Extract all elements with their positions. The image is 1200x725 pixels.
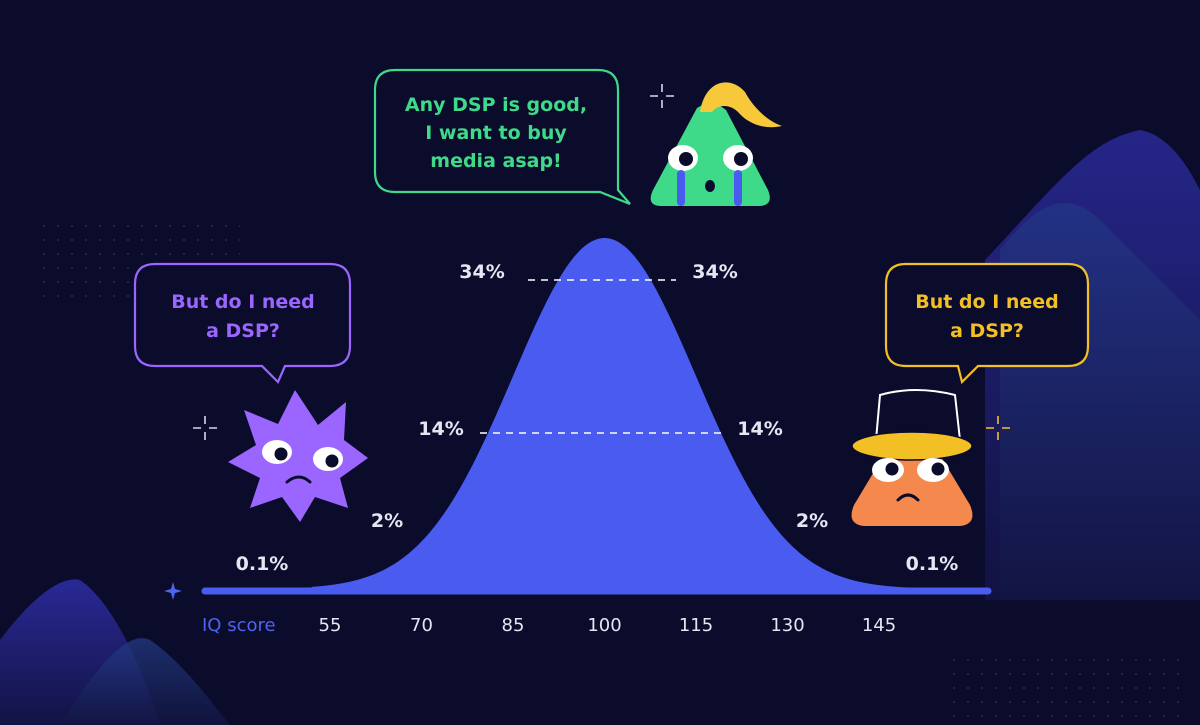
speech-bubble-top: Any DSP is good, I want to buy media asa… bbox=[373, 68, 631, 206]
speech-bubble-right: But do I need a DSP? bbox=[884, 262, 1090, 385]
speech-bubble-left: But do I need a DSP? bbox=[133, 262, 352, 384]
x-tick-label: 100 bbox=[587, 615, 621, 636]
sparkle-icon bbox=[193, 416, 217, 440]
x-tick-label: 70 bbox=[410, 615, 433, 636]
bubble-right-line1: But do I need bbox=[915, 291, 1059, 313]
tear-icon bbox=[734, 170, 742, 206]
sparkle-icon bbox=[650, 84, 674, 108]
x-tick-label: 115 bbox=[679, 615, 713, 636]
bubble-left-line2: a DSP? bbox=[206, 320, 280, 342]
percent-label: 34% bbox=[459, 261, 504, 283]
green-triangle-character bbox=[650, 82, 782, 206]
mountain-left-front bbox=[60, 638, 230, 725]
dot-grid-right bbox=[950, 650, 1180, 720]
x-axis-ticks: 55 70 85 100 115 130 145 bbox=[319, 615, 897, 636]
percent-label: 2% bbox=[796, 510, 828, 532]
percent-label: 2% bbox=[371, 510, 403, 532]
sparkles bbox=[193, 84, 674, 440]
percent-label: 34% bbox=[692, 261, 737, 283]
bubble-left-line1: But do I need bbox=[171, 291, 315, 313]
bubble-top-line1: Any DSP is good, bbox=[405, 94, 587, 116]
hair-icon bbox=[700, 82, 782, 128]
tear-icon bbox=[677, 170, 685, 206]
background-decor bbox=[0, 130, 1200, 725]
bell-curve-area bbox=[311, 238, 940, 593]
x-tick-label: 145 bbox=[862, 615, 896, 636]
hat-icon bbox=[874, 389, 962, 441]
x-tick-label: 130 bbox=[770, 615, 804, 636]
percent-label: 0.1% bbox=[906, 553, 959, 575]
orange-cone-character bbox=[851, 389, 973, 526]
bubble-top-line3: media asap! bbox=[430, 150, 561, 172]
percent-label: 14% bbox=[418, 418, 463, 440]
bubble-right-line2: a DSP? bbox=[950, 320, 1024, 342]
bubble-top-line2: I want to buy bbox=[425, 122, 567, 144]
x-axis-title: IQ score bbox=[202, 615, 276, 636]
sparkle-icon bbox=[986, 416, 1010, 440]
x-tick-label: 85 bbox=[502, 615, 525, 636]
percent-label: 14% bbox=[737, 418, 782, 440]
star-icon bbox=[164, 582, 182, 600]
percent-labels: 0.1% 2% 14% 34% 34% 14% 2% 0.1% bbox=[236, 261, 959, 575]
percent-label: 0.1% bbox=[236, 553, 289, 575]
x-tick-label: 55 bbox=[319, 615, 342, 636]
purple-star-character bbox=[228, 390, 368, 522]
